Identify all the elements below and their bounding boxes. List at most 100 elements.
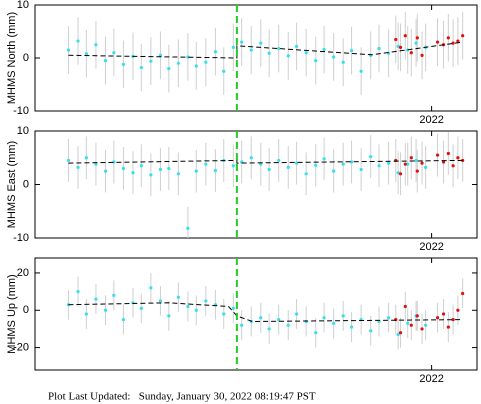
point bbox=[451, 41, 455, 45]
point bbox=[277, 158, 281, 163]
point bbox=[240, 323, 244, 327]
point bbox=[441, 312, 446, 316]
point bbox=[403, 304, 407, 309]
point bbox=[394, 318, 398, 322]
model-line bbox=[68, 159, 463, 164]
point bbox=[456, 156, 460, 160]
point bbox=[277, 46, 281, 51]
point bbox=[396, 44, 400, 48]
y-axis-label: MHMS East (mm) bbox=[6, 141, 18, 228]
point bbox=[84, 156, 88, 160]
point bbox=[194, 169, 198, 173]
point bbox=[415, 36, 419, 40]
point bbox=[456, 39, 460, 43]
point bbox=[461, 291, 465, 296]
point bbox=[446, 36, 450, 40]
point bbox=[409, 51, 413, 55]
point bbox=[409, 156, 413, 160]
point bbox=[94, 162, 98, 166]
point bbox=[167, 67, 171, 71]
point bbox=[112, 293, 116, 297]
point bbox=[349, 160, 354, 164]
point bbox=[304, 172, 308, 176]
point bbox=[403, 162, 407, 166]
point bbox=[435, 316, 440, 320]
y-tick-label: 0 bbox=[23, 178, 29, 190]
point bbox=[349, 48, 354, 53]
point bbox=[341, 162, 345, 166]
point bbox=[441, 160, 446, 164]
x-tick-label: 2022 bbox=[419, 373, 443, 385]
point bbox=[332, 169, 336, 173]
point bbox=[396, 332, 400, 337]
point bbox=[231, 306, 235, 310]
point bbox=[194, 308, 198, 312]
point bbox=[295, 44, 299, 48]
point bbox=[158, 53, 163, 57]
point bbox=[451, 318, 455, 322]
error-bars bbox=[67, 11, 464, 96]
point bbox=[186, 226, 190, 230]
point bbox=[349, 325, 354, 329]
point bbox=[139, 65, 143, 70]
point bbox=[387, 316, 391, 320]
error-bars bbox=[67, 132, 464, 238]
x-tick-label: 2022 bbox=[419, 241, 443, 253]
point bbox=[414, 158, 418, 163]
plot-frame bbox=[34, 130, 478, 239]
point bbox=[387, 161, 391, 165]
point bbox=[249, 156, 253, 160]
point bbox=[377, 164, 381, 168]
point bbox=[94, 297, 98, 301]
points bbox=[66, 34, 465, 73]
point bbox=[66, 48, 71, 52]
y-tick-label: 10 bbox=[17, 0, 29, 11]
point bbox=[176, 61, 180, 65]
point bbox=[176, 295, 180, 299]
point bbox=[149, 286, 153, 290]
y-tick-label: 20 bbox=[17, 267, 29, 279]
point bbox=[249, 48, 253, 52]
model-line bbox=[68, 41, 463, 59]
point bbox=[369, 155, 373, 159]
point bbox=[332, 55, 336, 59]
point bbox=[103, 59, 108, 63]
footer: Plot Last Updated: Sunday, January 30, 2… bbox=[48, 391, 316, 403]
point bbox=[446, 325, 450, 329]
y-tick-label: -10 bbox=[13, 232, 29, 244]
point bbox=[420, 327, 424, 331]
point bbox=[377, 46, 381, 51]
point bbox=[398, 45, 403, 50]
point bbox=[167, 166, 171, 171]
plot-frame bbox=[34, 257, 478, 371]
point bbox=[396, 171, 400, 175]
point bbox=[369, 329, 373, 333]
point bbox=[332, 321, 336, 325]
point bbox=[158, 167, 163, 172]
point bbox=[424, 165, 428, 169]
points bbox=[66, 286, 465, 337]
y-tick-label: 0 bbox=[23, 52, 29, 64]
point bbox=[420, 53, 424, 57]
point bbox=[94, 43, 98, 47]
point bbox=[84, 52, 88, 56]
point bbox=[259, 316, 263, 320]
point bbox=[435, 40, 440, 44]
point bbox=[240, 40, 244, 44]
point bbox=[103, 169, 108, 173]
point bbox=[204, 162, 208, 166]
point bbox=[446, 151, 450, 156]
point bbox=[341, 314, 345, 318]
points bbox=[66, 151, 465, 230]
point bbox=[121, 318, 125, 322]
point bbox=[359, 167, 363, 172]
point bbox=[286, 54, 290, 58]
point bbox=[112, 51, 116, 55]
point bbox=[76, 165, 80, 169]
point bbox=[167, 314, 171, 318]
point bbox=[322, 316, 326, 320]
plot-frame bbox=[34, 4, 478, 112]
point bbox=[186, 304, 190, 309]
point bbox=[149, 173, 153, 177]
